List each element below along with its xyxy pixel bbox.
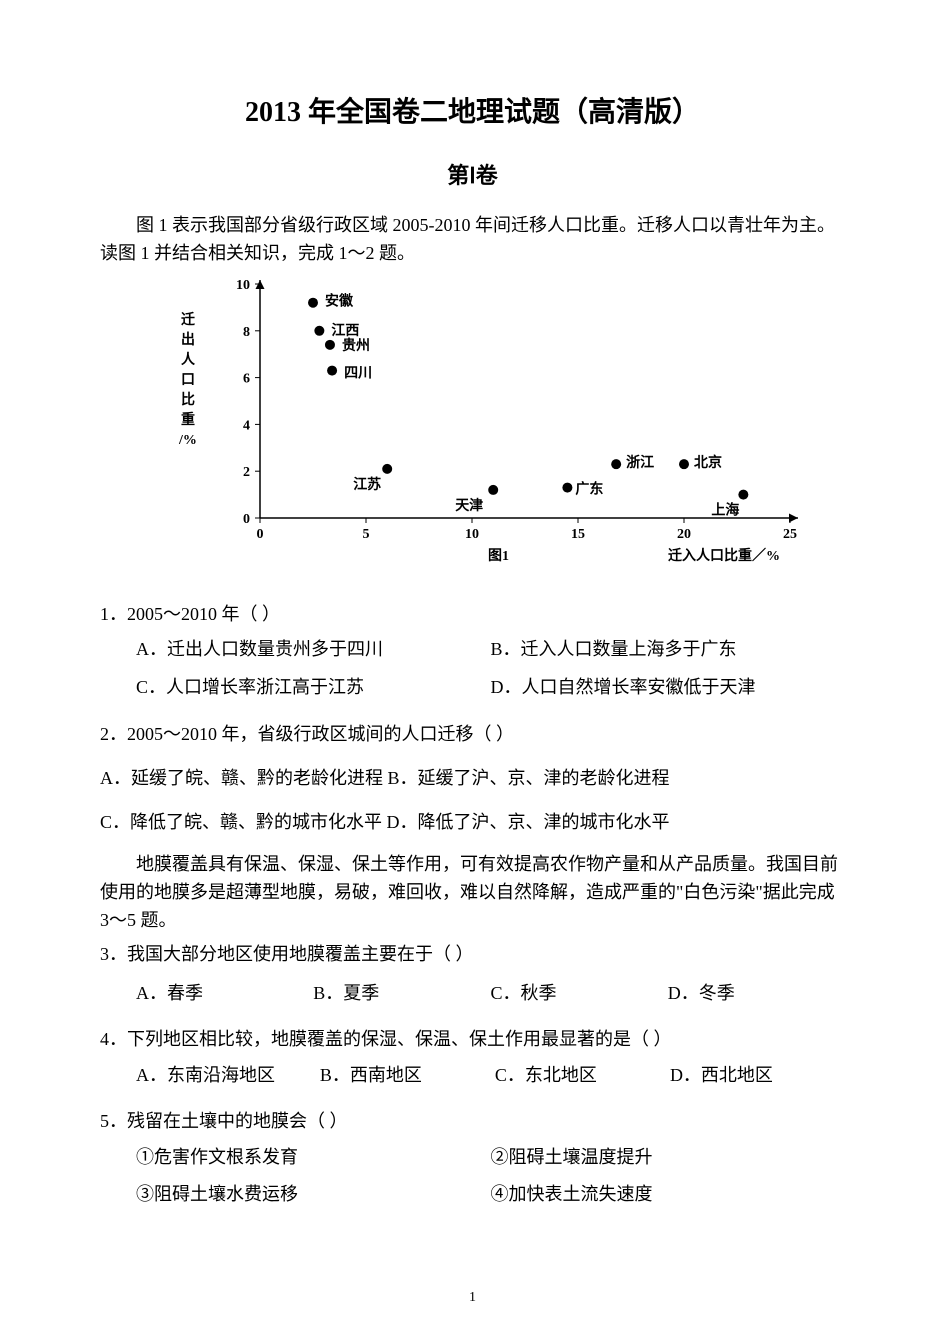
- q1-opt-d: D．人口自然增长率安徽低于天津: [491, 669, 846, 707]
- q5-o4: ④加快表土流失速度: [491, 1176, 846, 1214]
- svg-text:安徽: 安徽: [325, 293, 354, 310]
- svg-text:上海: 上海: [711, 501, 739, 518]
- q2-opt-d: D．降低了沪、京、津的城市化水平: [387, 812, 670, 832]
- q4-opt-b: B．西南地区: [320, 1057, 495, 1095]
- intro-paragraph-2: 地膜覆盖具有保温、保湿、保土等作用，可有效提高农作物产量和从产品质量。我国目前使…: [100, 851, 845, 935]
- svg-text:人: 人: [181, 351, 196, 368]
- svg-text:迁: 迁: [181, 311, 195, 328]
- page-container: 2013 年全国卷二地理试题（高清版） 第Ⅰ卷 图 1 表示我国部分省级行政区域…: [0, 0, 945, 1336]
- svg-text:15: 15: [571, 527, 585, 542]
- svg-text:图1: 图1: [488, 548, 509, 564]
- q4-opt-c: C．东北地区: [495, 1057, 670, 1095]
- q4-options: A．东南沿海地区 B．西南地区 C．东北地区 D．西北地区: [136, 1057, 845, 1095]
- svg-text:4: 4: [243, 418, 250, 433]
- q2-opt-c: C．降低了皖、赣、黔的城市化水平: [100, 812, 382, 832]
- svg-text:25: 25: [783, 527, 797, 542]
- q2-options-2: C．降低了皖、赣、黔的城市化水平 D．降低了沪、京、津的城市化水平: [100, 805, 845, 839]
- svg-text:8: 8: [243, 325, 250, 340]
- q5-o3: ③阻碍土壤水费运移: [136, 1176, 491, 1214]
- svg-text:10: 10: [236, 278, 250, 293]
- q3-opt-c: C．秋季: [491, 975, 668, 1013]
- svg-text:贵州: 贵州: [342, 337, 370, 354]
- svg-text:江西: 江西: [331, 322, 359, 339]
- section-title: 第Ⅰ卷: [100, 158, 845, 190]
- q5-stem: 5．残留在土壤中的地膜会（ ）: [100, 1104, 845, 1138]
- svg-text:0: 0: [257, 527, 264, 542]
- intro-paragraph-1: 图 1 表示我国部分省级行政区域 2005-2010 年间迁移人口比重。迁移人口…: [100, 212, 845, 268]
- svg-text:天津: 天津: [455, 497, 483, 514]
- scatter-chart: 0 5 10 15 20 25 0 2 4 6 8 10 迁出人口比重 /% 图1 迁入人口比重／% 安徽江西贵…: [170, 274, 810, 579]
- q3-options: A．春季 B．夏季 C．秋季 D．冬季: [136, 975, 845, 1013]
- svg-text:比: 比: [181, 391, 195, 408]
- q1-options: A．迁出人口数量贵州多于四川 B．迁入人口数量上海多于广东 C．人口增长率浙江高…: [136, 631, 845, 707]
- svg-text:2: 2: [243, 465, 250, 480]
- q5-options: ①危害作文根系发育 ②阻碍土壤温度提升 ③阻碍土壤水费运移 ④加快表土流失速度: [136, 1139, 845, 1215]
- q3-opt-d: D．冬季: [668, 975, 845, 1013]
- svg-text:迁入人口比重／%: 迁入人口比重／%: [668, 547, 780, 564]
- q4-opt-a: A．东南沿海地区: [136, 1057, 320, 1095]
- q3-opt-b: B．夏季: [313, 975, 490, 1013]
- q1-opt-b: B．迁入人口数量上海多于广东: [491, 631, 846, 669]
- q2-opt-b: B．延缓了沪、京、津的老龄化进程: [388, 768, 670, 788]
- q5-o2: ②阻碍土壤温度提升: [491, 1139, 846, 1177]
- q2-options: A．延缓了皖、赣、黔的老龄化进程 B．延缓了沪、京、津的老龄化进程: [100, 761, 845, 795]
- svg-text:广东: 广东: [575, 480, 603, 497]
- svg-text:6: 6: [243, 371, 250, 386]
- q4-opt-d: D．西北地区: [670, 1057, 845, 1095]
- svg-text:四川: 四川: [344, 365, 372, 381]
- q2-stem: 2．2005～2010 年，省级行政区城间的人口迁移（ ）: [100, 717, 845, 751]
- chart-svg: 0 5 10 15 20 25 0 2 4 6 8 10 迁出人口比重 /% 图1 迁入人口比重／% 安徽江西贵…: [170, 274, 810, 574]
- q5-o1: ①危害作文根系发育: [136, 1139, 491, 1177]
- svg-text:北京: 北京: [694, 454, 722, 471]
- svg-text:重: 重: [181, 411, 195, 428]
- svg-text:0: 0: [243, 512, 250, 527]
- q4-stem: 4．下列地区相比较，地膜覆盖的保湿、保温、保土作用最显著的是（ ）: [100, 1022, 845, 1056]
- svg-text:20: 20: [677, 527, 691, 542]
- svg-text:5: 5: [363, 527, 370, 542]
- q1-opt-c: C．人口增长率浙江高于江苏: [136, 669, 491, 707]
- page-number: 1: [0, 1290, 945, 1306]
- q3-stem: 3．我国大部分地区使用地膜覆盖主要在于（ ）: [100, 941, 845, 969]
- svg-text:出: 出: [181, 331, 195, 348]
- q1-stem: 1．2005～2010 年（ ）: [100, 597, 845, 631]
- svg-text:口: 口: [181, 373, 195, 388]
- q1-opt-a: A．迁出人口数量贵州多于四川: [136, 631, 491, 669]
- q3-opt-a: A．春季: [136, 975, 313, 1013]
- q2-opt-a: A．延缓了皖、赣、黔的老龄化进程: [100, 768, 383, 788]
- svg-text:江苏: 江苏: [353, 476, 381, 493]
- svg-text:浙江: 浙江: [626, 454, 654, 471]
- svg-text:/%: /%: [178, 433, 197, 448]
- svg-text:10: 10: [465, 527, 479, 542]
- document-title: 2013 年全国卷二地理试题（高清版）: [100, 90, 845, 130]
